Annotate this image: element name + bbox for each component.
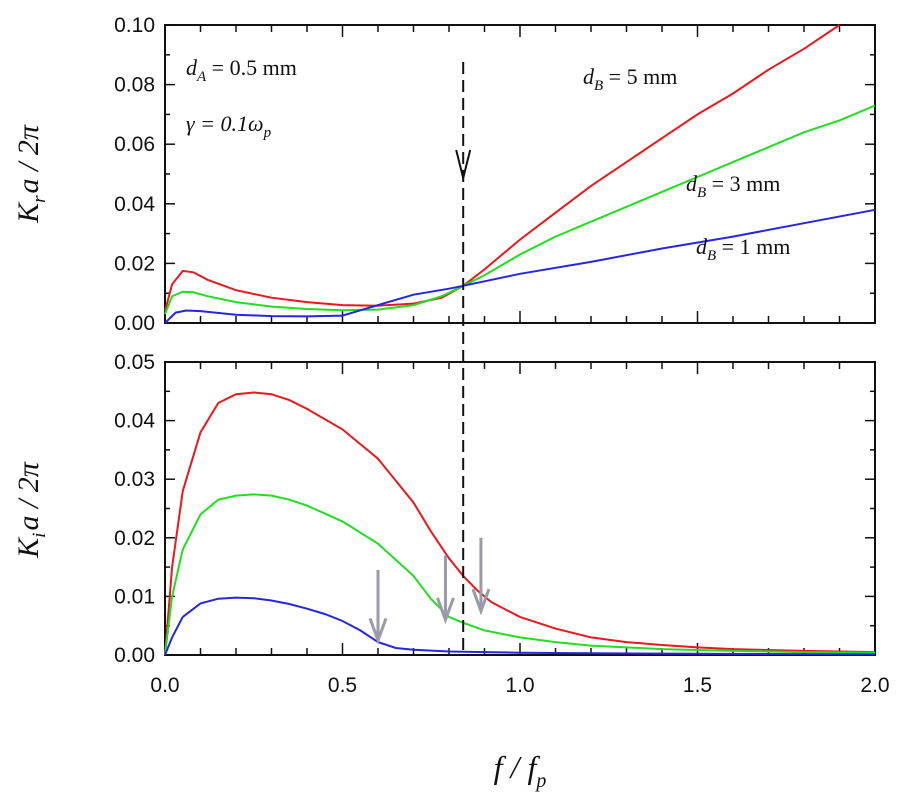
y-tick-label: 0.01	[114, 585, 155, 608]
annotation-db-5mm: dB = 5 mm	[583, 64, 677, 94]
annotation-gamma: γ = 0.1ωp	[186, 111, 272, 141]
annotation-db-3mm: dB = 3 mm	[686, 171, 780, 201]
dashed-marker-arrowhead	[455, 149, 472, 179]
axis-labels: 0.00 0.02 0.04 0.06 0.08 0.10 0.00 0.01 0.02 0.03…	[114, 14, 889, 697]
x-tick-label: 0.5	[328, 674, 357, 697]
gray-arrow-head	[436, 597, 455, 625]
annotation-db-1mm: dB = 1 mm	[696, 234, 790, 264]
y-tick-label: 0.04	[114, 410, 155, 433]
x-tick-label: 2.0	[860, 674, 889, 697]
y-tick-label: 0.02	[114, 527, 155, 550]
y-tick-label: 0.10	[114, 14, 155, 37]
y-tick-label: 0.00	[114, 644, 155, 667]
x-tick-label: 1.0	[505, 674, 534, 697]
axis-ticks	[164, 24, 876, 656]
top-y-axis-title: Kra / 2π	[12, 124, 50, 224]
data-curves	[164, 24, 876, 656]
annotation-d-a: dA = 0.5 mm	[186, 55, 297, 85]
x-axis-title: f / fp	[494, 749, 547, 792]
series-line-d-b-1-mm	[164, 596, 876, 656]
bottom-arrows	[368, 537, 491, 645]
y-tick-label: 0.05	[114, 351, 155, 374]
x-tick-label: 1.5	[683, 674, 712, 697]
x-tick-label: 0.0	[150, 674, 179, 697]
gray-arrow-head	[471, 588, 491, 616]
series-line-d-b-1-mm	[164, 208, 876, 324]
bottom-y-axis-title: Kia / 2π	[12, 461, 50, 559]
y-tick-label: 0.06	[114, 133, 155, 156]
gray-arrow-head	[368, 617, 388, 645]
y-tick-label: 0.04	[114, 193, 155, 216]
y-tick-label: 0.03	[114, 468, 155, 491]
y-tick-label: 0.02	[114, 252, 155, 275]
y-tick-label: 0.08	[114, 74, 155, 97]
series-line-d-b-5-mm	[164, 391, 876, 656]
bottom-plot-frame	[164, 361, 876, 656]
y-tick-label: 0.00	[114, 312, 155, 335]
series-line-d-b-3-mm	[164, 104, 876, 315]
series-line-d-b-3-mm	[164, 493, 876, 656]
